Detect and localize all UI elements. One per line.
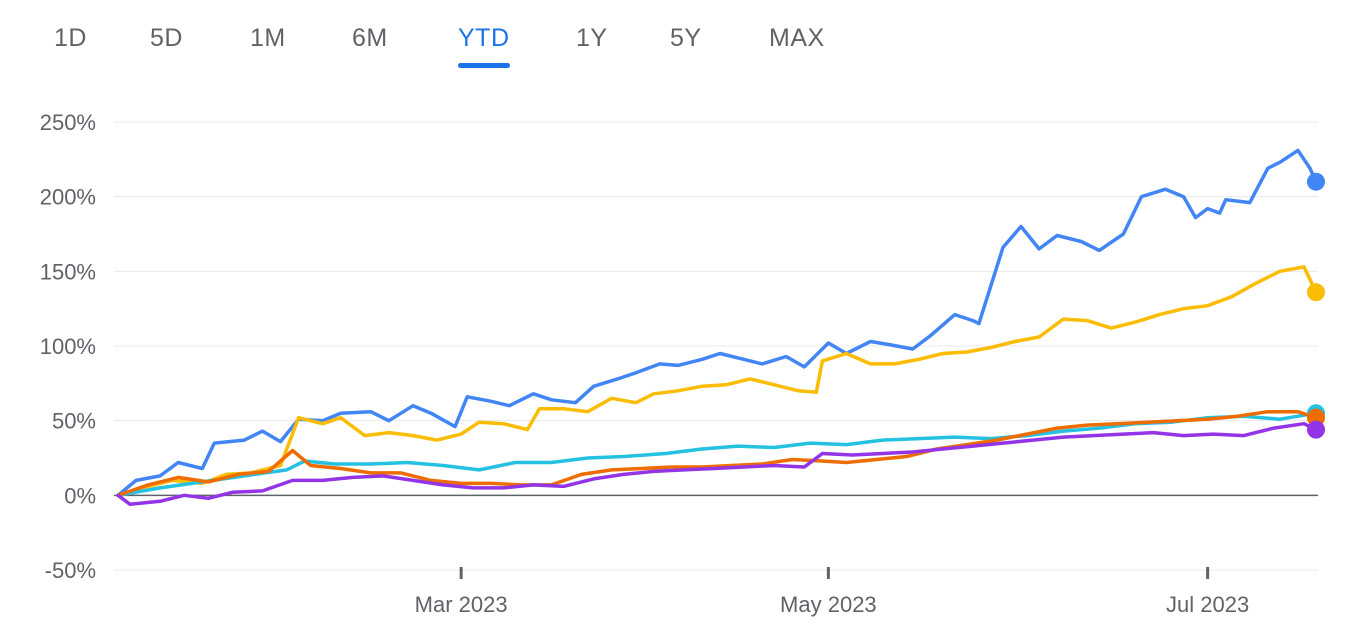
- y-tick-label: 250%: [40, 110, 96, 135]
- series-line-1: [116, 148, 1318, 498]
- y-tick-label: -50%: [45, 558, 96, 583]
- tab-max[interactable]: MAX: [769, 24, 825, 52]
- gridlines: [114, 121, 1318, 571]
- series-line-3: [116, 411, 1318, 498]
- series-lines: [116, 148, 1318, 507]
- tab-5d[interactable]: 5D: [150, 24, 183, 52]
- price-comparison-chart[interactable]: 250% 200% 150% 100% 50% 0% -50% Mar 2023 May 20…: [0, 80, 1350, 642]
- tab-1d[interactable]: 1D: [54, 24, 87, 52]
- y-tick-label: 150%: [40, 259, 96, 284]
- y-tick-label: 200%: [40, 185, 96, 210]
- tab-ytd-label: YTD: [458, 24, 510, 52]
- x-tick-label: Mar 2023: [415, 592, 508, 617]
- x-tick-label: May 2023: [780, 592, 877, 617]
- series-endpoint-2: [1307, 283, 1325, 302]
- tab-1y[interactable]: 1Y: [576, 24, 608, 52]
- tab-1m[interactable]: 1M: [250, 24, 286, 52]
- y-axis-labels: 250% 200% 150% 100% 50% 0% -50%: [40, 110, 96, 583]
- y-tick-label: 100%: [40, 334, 96, 359]
- series-endpoint-5: [1307, 420, 1325, 439]
- tab-ytd[interactable]: YTD: [458, 24, 510, 68]
- series-line-5: [116, 421, 1318, 507]
- series-endpoints: [1307, 172, 1325, 439]
- x-tick-label: Jul 2023: [1166, 592, 1249, 617]
- tab-6m[interactable]: 6M: [352, 24, 388, 52]
- tab-5y[interactable]: 5Y: [670, 24, 702, 52]
- y-tick-label: 50%: [52, 409, 96, 434]
- series-line-4: [116, 409, 1318, 498]
- series-line-2: [116, 265, 1318, 498]
- series-endpoint-1: [1307, 172, 1325, 191]
- time-range-tabs: 1D 5D 1M 6M YTD 1Y 5Y MAX: [0, 0, 900, 80]
- y-tick-label: 0%: [64, 483, 96, 508]
- x-axis: Mar 2023 May 2023 Jul 2023: [415, 567, 1249, 617]
- active-tab-indicator: [458, 63, 510, 68]
